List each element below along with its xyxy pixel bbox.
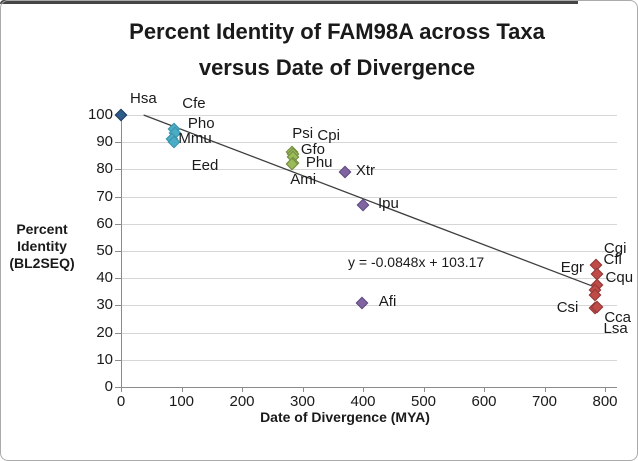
point-label-mmu: Mmu — [178, 130, 212, 148]
y-tick-80 — [115, 169, 122, 171]
y-axis-line — [121, 115, 122, 387]
y-axis-label-line3: (BL2SEQ) — [9, 255, 75, 271]
x-tick-label-200: 200 — [229, 393, 255, 410]
y-tick-70 — [115, 196, 122, 198]
point-label-lsa: Lsa — [603, 319, 628, 337]
chart-title: Percent Identity of FAM98A across Taxa v… — [37, 14, 637, 86]
point-label-ipu: Ipu — [378, 194, 399, 212]
x-tick-label-0: 0 — [116, 393, 126, 410]
x-tick-0 — [121, 387, 122, 392]
y-tick-label-30: 30 — [96, 296, 113, 314]
y-tick-label-10: 10 — [96, 350, 113, 368]
y-tick-0 — [115, 387, 122, 388]
y-tick-label-60: 60 — [96, 214, 113, 232]
x-axis-line — [121, 387, 617, 388]
x-tick-label-400: 400 — [350, 393, 376, 410]
y-tick-label-0: 0 — [104, 378, 113, 395]
gridline-y-20 — [121, 332, 617, 334]
y-tick-label-40: 40 — [96, 269, 113, 287]
point-label-egr: Egr — [560, 259, 585, 277]
y-axis-label-line1: Percent — [16, 221, 68, 237]
y-tick-30 — [115, 305, 122, 307]
y-tick-10 — [115, 359, 122, 361]
y-tick-label-20: 20 — [96, 323, 113, 341]
y-tick-40 — [115, 278, 122, 280]
point-label-csi: Csi — [556, 299, 579, 317]
gridline-y-70 — [121, 196, 617, 198]
point-label-cfe: Cfe — [182, 94, 206, 112]
y-tick-label-80: 80 — [96, 160, 113, 178]
point-label-cpi: Cpi — [317, 127, 340, 145]
x-tick-label-300: 300 — [289, 393, 316, 410]
x-tick-200 — [242, 387, 243, 392]
point-label-eed: Eed — [191, 157, 219, 175]
gridline-y-90 — [121, 142, 617, 144]
y-axis-label: Percent Identity (BL2SEQ) — [2, 221, 82, 272]
x-tick-label-500: 500 — [410, 393, 437, 410]
point-label-xtr: Xtr — [355, 162, 376, 180]
x-tick-label-100: 100 — [168, 393, 195, 410]
x-tick-300 — [302, 387, 304, 392]
gridline-y-50 — [121, 251, 617, 252]
x-tick-label-700: 700 — [531, 393, 558, 410]
x-tick-400 — [363, 387, 364, 392]
y-tick-60 — [115, 223, 122, 225]
gridline-y-100 — [121, 115, 617, 116]
point-label-pho: Pho — [187, 114, 215, 132]
y-tick-label-70: 70 — [96, 187, 113, 205]
gridline-y-60 — [121, 223, 617, 225]
y-tick-90 — [115, 142, 122, 144]
point-label-hsa: Hsa — [130, 90, 157, 107]
y-tick-label-100: 100 — [87, 106, 113, 123]
y-tick-label-90: 90 — [96, 133, 113, 151]
point-label-phu: Phu — [305, 153, 333, 171]
chart-title-line2: versus Date of Divergence — [198, 55, 476, 80]
trendline-equation-label: y = -0.0848x + 103.17 — [348, 254, 485, 270]
x-tick-700 — [544, 387, 546, 392]
gridline-y-30 — [121, 305, 617, 307]
x-tick-600 — [484, 387, 485, 392]
point-label-afi: Afi — [378, 292, 397, 310]
chart-title-line1: Percent Identity of FAM98A across Taxa — [129, 19, 545, 44]
x-tick-label-800: 800 — [592, 393, 618, 410]
y-tick-20 — [115, 332, 122, 334]
point-label-cca: Cca — [604, 308, 631, 326]
point-label-cgi: Cgi — [603, 239, 627, 257]
top-edge-bar — [0, 0, 578, 4]
x-tick-label-600: 600 — [471, 393, 497, 410]
point-label-gfo: Gfo — [300, 141, 325, 159]
point-label-cfl: Cfl — [603, 251, 622, 269]
x-tick-800 — [605, 387, 606, 392]
point-label-ami: Ami — [290, 170, 317, 188]
gridline-y-80 — [121, 169, 617, 171]
x-tick-100 — [181, 387, 183, 392]
y-tick-label-50: 50 — [96, 242, 113, 259]
y-axis-label-line2: Identity — [17, 238, 67, 254]
point-label-cqu: Cqu — [605, 269, 634, 286]
y-tick-50 — [115, 251, 122, 252]
point-label-psi: Psi — [292, 124, 314, 142]
gridline-y-40 — [121, 278, 617, 280]
trendline — [143, 114, 597, 289]
x-tick-500 — [423, 387, 425, 392]
x-axis-label: Date of Divergence (MYA) — [260, 409, 430, 425]
gridline-y-10 — [121, 359, 617, 361]
